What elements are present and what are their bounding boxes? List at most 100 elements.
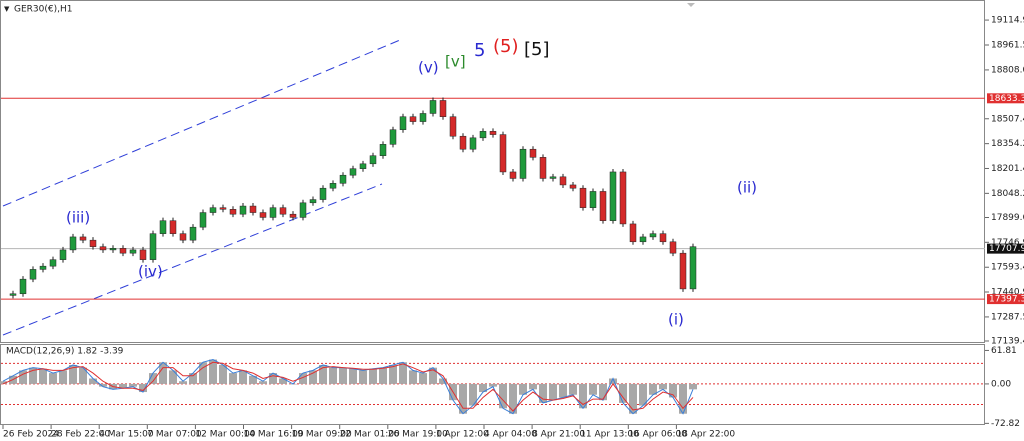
macd-histogram-bar — [309, 370, 317, 384]
candle — [269, 207, 277, 218]
macd-histogram-bar — [379, 367, 387, 384]
macd-histogram-bar — [269, 373, 277, 384]
candle — [659, 233, 667, 243]
y-tick-label: 18507.4 — [991, 114, 1024, 124]
candle — [509, 171, 517, 179]
x-tick-label: 8 Apr 21:00 — [532, 430, 585, 440]
candle — [49, 259, 57, 267]
y-tick-label: 19114.9 — [991, 16, 1024, 26]
wave-label: (i) — [668, 311, 684, 329]
candle — [429, 100, 437, 114]
y-tick-label: 17287.5 — [991, 312, 1024, 322]
candle — [599, 191, 607, 221]
candle — [399, 116, 407, 130]
candle — [349, 168, 357, 176]
candle — [689, 246, 697, 290]
price-level-box — [987, 93, 1024, 104]
macd-histogram-bar — [439, 378, 447, 384]
wave-label: (ii) — [737, 179, 757, 197]
macd-histogram-bar — [579, 383, 587, 409]
candle — [519, 148, 527, 179]
candle — [229, 209, 237, 215]
x-tick-label: 11 Apr 13:00 — [580, 430, 639, 440]
main-panel — [0, 0, 985, 343]
y-tick-label: 17746.9 — [991, 238, 1024, 248]
macd-histogram-bar — [179, 381, 187, 384]
macd-histogram-bar — [0, 381, 7, 384]
macd-histogram-bar — [489, 383, 497, 387]
macd-histogram-bar — [599, 383, 607, 401]
candle — [499, 134, 507, 173]
candle — [609, 171, 617, 221]
macd-histogram-bar — [249, 375, 257, 384]
x-tick-label: 1 Apr 12:00 — [436, 430, 489, 440]
macd-histogram-bar — [219, 364, 227, 384]
macd-histogram-bar — [549, 383, 557, 401]
macd-histogram-bar — [389, 364, 397, 384]
macd-histogram-bar — [299, 373, 307, 384]
candle — [289, 213, 297, 218]
candle — [139, 249, 147, 260]
macd-histogram-bar — [169, 370, 177, 384]
wave-label: (5) — [493, 36, 519, 57]
macd-histogram-bar — [149, 373, 157, 384]
candle — [109, 248, 117, 251]
macd-histogram-bar — [679, 383, 687, 414]
candle — [359, 163, 367, 169]
candle — [589, 191, 597, 208]
candle — [449, 116, 457, 137]
chart-title-arrow: ▼ — [4, 5, 10, 13]
macd-histogram-bar — [29, 367, 37, 384]
candle — [89, 239, 97, 247]
price-level-label: 17707.9 — [989, 244, 1024, 254]
candle — [199, 212, 207, 228]
candle — [159, 220, 167, 234]
macd-histogram-bar — [239, 370, 247, 384]
candle — [99, 246, 107, 251]
macd-histogram-bar — [319, 364, 327, 384]
macd-histogram-bar — [459, 383, 467, 414]
candle — [219, 207, 227, 210]
macd-histogram-bar — [689, 383, 697, 390]
x-tick-label: 16 Apr 06:00 — [628, 430, 687, 440]
y-tick-label: 18048.2 — [991, 189, 1024, 199]
candle — [339, 174, 347, 184]
y-tick-label: 17899.6 — [991, 213, 1024, 223]
macd-histogram-bar — [639, 383, 647, 406]
candle — [239, 205, 247, 215]
candle — [669, 241, 677, 254]
x-tick-label: 26 Feb 2024 — [3, 430, 59, 440]
macd-histogram-bar — [279, 378, 287, 384]
macd-histogram-bar — [619, 383, 627, 403]
candle — [379, 144, 387, 156]
candle — [459, 135, 467, 150]
candle — [579, 187, 587, 208]
macd-histogram-bar — [199, 362, 207, 384]
candle — [639, 236, 647, 243]
macd-histogram-bar — [259, 381, 267, 384]
wave-label: [5] — [524, 39, 550, 60]
candle — [549, 176, 557, 179]
candle — [569, 184, 577, 189]
x-tick-label: 7 Mar 07:00 — [147, 430, 202, 440]
macd-histogram-bar — [49, 373, 57, 384]
wave-label: [v] — [445, 53, 466, 71]
macd-histogram-bar — [669, 383, 677, 398]
price-level-box — [987, 243, 1024, 254]
candle — [29, 269, 37, 280]
y-tick-label: 17139.4 — [991, 336, 1024, 346]
candle — [329, 183, 337, 189]
chart-title: GER30(€),H1 — [14, 5, 72, 15]
candle — [389, 129, 397, 145]
macd-histogram-bar — [559, 383, 567, 398]
candle — [529, 148, 537, 158]
candle — [209, 207, 217, 213]
y-tick-label: 18808.0 — [991, 65, 1024, 75]
macd-histogram-bar — [89, 378, 97, 384]
macd-histogram-bar — [349, 368, 357, 384]
macd-histogram-bar — [79, 367, 87, 384]
candle — [439, 100, 447, 117]
macd-histogram-bar — [659, 383, 667, 390]
macd-histogram-bar — [519, 383, 527, 395]
candle — [369, 155, 377, 165]
